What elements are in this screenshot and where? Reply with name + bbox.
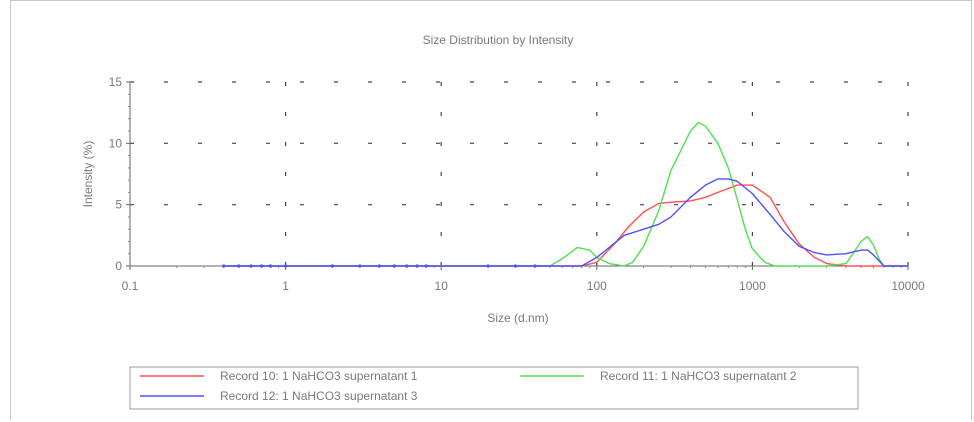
series-line-1 <box>222 184 909 267</box>
baseline-marker <box>249 264 253 268</box>
legend-label-3: Record 12: 1 NaHCO3 supernatant 3 <box>220 389 418 403</box>
legend-label-1: Record 10: 1 NaHCO3 supernatant 1 <box>220 369 418 383</box>
baseline-marker <box>284 264 288 268</box>
y-tick-label: 10 <box>109 136 123 150</box>
x-tick-label: 10000 <box>891 279 925 293</box>
series-lines <box>222 121 909 268</box>
baseline-marker <box>377 264 381 268</box>
baseline-marker <box>513 264 518 268</box>
x-tick-label: 10 <box>435 279 449 293</box>
tick-labels: 0 5 10 15 0.1 1 10 100 1000 10000 <box>109 75 925 293</box>
baseline-marker <box>405 264 409 268</box>
x-tick-label: 1000 <box>739 279 766 293</box>
series-line-3 <box>222 178 909 267</box>
legend: Record 10: 1 NaHCO3 supernatant 1 Record … <box>129 366 859 410</box>
baseline-marker <box>358 264 362 268</box>
chart-title: Size Distribution by Intensity <box>423 33 574 47</box>
baseline-marker <box>330 264 335 268</box>
x-axis-label: Size (d.nm) <box>487 311 548 325</box>
chart-frame <box>10 0 972 420</box>
baseline-marker <box>424 264 428 268</box>
x-tick-label: 1 <box>282 279 289 293</box>
axes <box>126 81 909 270</box>
y-tick-label: 15 <box>109 75 123 89</box>
series-line-2 <box>222 121 909 267</box>
baseline-marker <box>268 264 273 268</box>
baseline-marker <box>237 264 241 268</box>
grid-lines <box>130 81 909 266</box>
baseline-marker <box>486 264 490 268</box>
baseline-marker <box>533 264 537 268</box>
legend-box <box>129 366 859 410</box>
baseline-marker <box>392 264 396 268</box>
y-axis-label: Intensity (%) <box>81 141 95 208</box>
baseline-marker <box>222 264 226 268</box>
baseline-marker <box>259 264 264 268</box>
legend-label-2: Record 11: 1 NaHCO3 supernatant 2 <box>600 369 797 383</box>
baseline-marker <box>415 264 419 268</box>
y-tick-label: 0 <box>115 259 122 273</box>
y-tick-label: 5 <box>115 198 122 212</box>
x-tick-label: 100 <box>587 279 607 293</box>
x-tick-label: 0.1 <box>122 279 139 293</box>
